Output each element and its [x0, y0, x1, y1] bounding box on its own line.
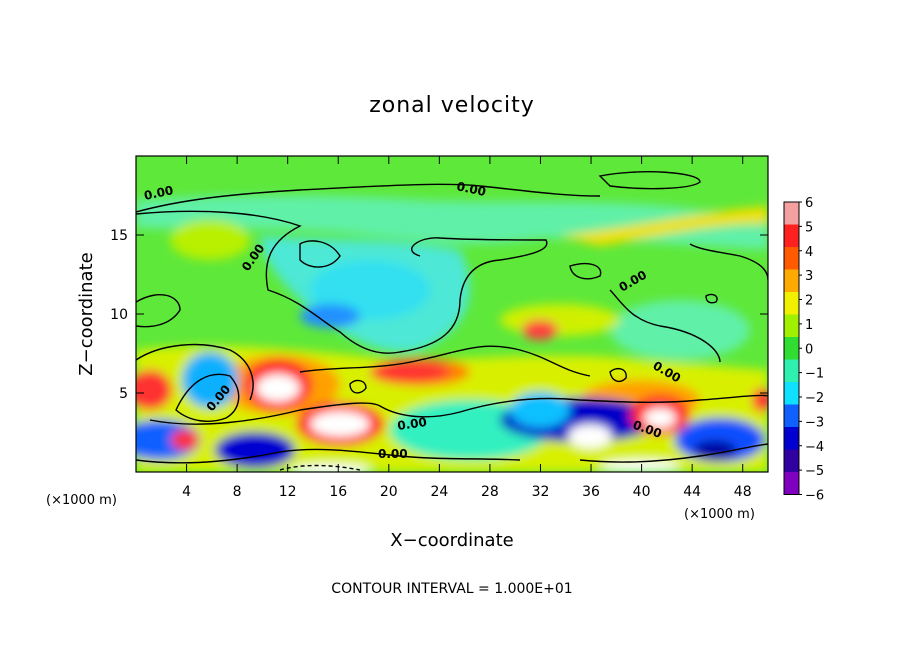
contour-line	[598, 171, 701, 190]
contour-label: 0.00	[378, 447, 408, 461]
colorbar-swatch	[784, 224, 799, 247]
colorbar-swatch	[784, 202, 799, 225]
colorbar-label: −5	[805, 464, 824, 479]
y-axis: 5 10 15	[110, 228, 768, 402]
x-tick-label: 16	[329, 484, 347, 500]
neg-left-upper	[182, 352, 238, 408]
colorbar-swatch	[784, 472, 799, 495]
colorbar-swatch	[784, 337, 799, 360]
x-tick-label: 12	[279, 484, 297, 500]
contour-line	[705, 293, 718, 304]
y-tick-label: 10	[110, 307, 128, 323]
neg-left-lower	[136, 420, 200, 460]
contour-label: 0.00	[455, 179, 487, 199]
contour-line	[299, 345, 591, 377]
upper-left-yellow-region	[170, 220, 250, 260]
chart-title: zonal velocity	[369, 93, 535, 118]
colorbar-label: 3	[805, 269, 813, 284]
x-tick-label: 24	[430, 484, 448, 500]
contour-label: 0.00	[143, 183, 175, 203]
contour-line	[579, 443, 768, 463]
pos-right-vortex	[568, 424, 612, 448]
colorbar-label: 1	[805, 318, 813, 333]
x-tick-label: 44	[683, 484, 701, 500]
colorbar-label: 0	[805, 342, 813, 357]
colorbar-swatch	[784, 404, 799, 427]
contour-line	[149, 394, 768, 425]
x-tick-label: 28	[481, 484, 499, 500]
x-axis-label: X−coordinate	[390, 530, 513, 551]
colorbar-label: 4	[805, 245, 813, 260]
contour-line	[136, 183, 601, 213]
colorbar-swatch	[784, 269, 799, 292]
contour-line	[136, 210, 548, 354]
x-tick-label: 36	[582, 484, 600, 500]
pos-mid-patch	[522, 320, 558, 340]
left-blue-pocket	[300, 304, 360, 328]
x-tick-label: 40	[633, 484, 651, 500]
pos-vortex-a-core	[256, 374, 300, 402]
pos-mid-band	[370, 362, 450, 382]
x-tick-label: 20	[380, 484, 398, 500]
colorbar-label: −6	[805, 489, 824, 504]
x-tick-label: 32	[532, 484, 550, 500]
colorbar-swatch	[784, 292, 799, 315]
contour-line	[569, 262, 602, 280]
neg-far-right-core	[693, 440, 737, 460]
colorbar: 6 5 4 3 2 1 0 −1 −2 −3 −4 −5 −6	[783, 196, 824, 504]
colorbar-label: 5	[805, 220, 813, 235]
pos-bottom-right	[600, 460, 680, 472]
contour-line	[349, 379, 367, 394]
pos-vortex-b-core	[310, 411, 370, 437]
y-tick-label: 5	[119, 386, 128, 402]
colorbar-swatch	[784, 427, 799, 450]
colorbar-label: −2	[805, 391, 824, 406]
pos-right-vortex-core	[644, 408, 676, 428]
contour-interval-note: CONTOUR INTERVAL = 1.000E+01	[331, 581, 572, 597]
heatmap-field: 0.00 0.00 0.00 0.00 0.00 0.00 0.00 0.00 …	[136, 156, 768, 472]
contour-line	[279, 464, 361, 471]
contour-line	[136, 293, 181, 328]
pos-left-lower	[171, 430, 199, 450]
neg-mid	[215, 432, 295, 468]
contour-line	[299, 240, 341, 268]
contour-line	[609, 289, 721, 363]
colorbar-label: −1	[805, 367, 824, 382]
x-axis: 4 8 12 16 20 24 28 32 36 40 44 48	[182, 156, 752, 500]
contour-line	[136, 448, 521, 464]
colorbar-label: 6	[805, 196, 813, 211]
contour-label: 0.00	[396, 415, 427, 433]
mid-yellow-region	[500, 304, 620, 336]
x-tick-label: 4	[182, 484, 191, 500]
colorbar-swatch	[784, 382, 799, 405]
zero-contours	[136, 171, 768, 471]
x-tick-label: 8	[233, 484, 242, 500]
y-tick-label: 15	[110, 228, 128, 244]
y-axis-label: Z−coordinate	[76, 252, 97, 375]
pos-right-edge	[752, 388, 768, 412]
upper-right-yellow-band	[560, 206, 768, 246]
colorbar-swatch	[784, 314, 799, 337]
colorbar-swatch	[784, 359, 799, 382]
colorbar-swatch	[784, 247, 799, 270]
x-unit-label-right: (×1000 m)	[684, 507, 755, 522]
colorbar-label: −4	[805, 440, 824, 455]
neg-right-cyan	[510, 392, 570, 428]
contour-line	[689, 243, 768, 281]
x-unit-label-left: (×1000 m)	[46, 493, 117, 508]
contour-line	[175, 373, 240, 422]
contour-line	[136, 343, 254, 401]
colorbar-swatch	[784, 449, 799, 472]
pos-left-edge	[136, 370, 172, 410]
colorbar-label: 2	[805, 294, 813, 309]
x-tick-label: 48	[734, 484, 752, 500]
colorbar-label: −3	[805, 415, 824, 430]
contour-line	[609, 367, 627, 383]
